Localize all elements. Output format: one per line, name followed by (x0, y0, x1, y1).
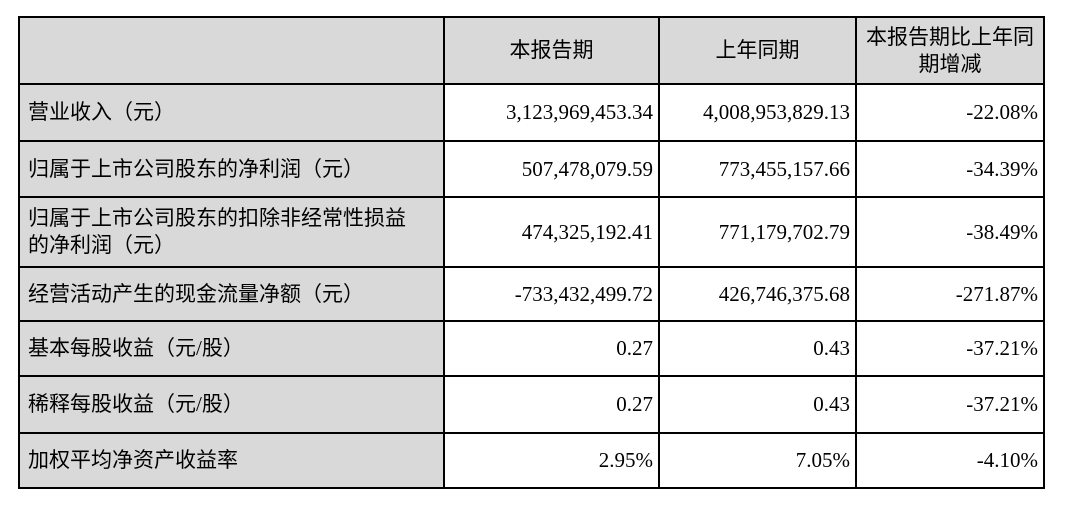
table-header-row: 本报告期 上年同期 本报告期比上年同期增减 (18, 16, 1045, 85)
table-row-diluted-eps: 稀释每股收益（元/股） 0.27 0.43 -37.21% (18, 375, 1045, 434)
header-change-yoy: 本报告期比上年同期增减 (855, 16, 1045, 85)
header-current-period: 本报告期 (443, 16, 660, 85)
table-row-basic-eps: 基本每股收益（元/股） 0.27 0.43 -37.21% (18, 320, 1045, 377)
row-diluted-eps-prior: 0.43 (658, 375, 857, 434)
row-net-profit-label: 归属于上市公司股东的净利润（元） (18, 140, 445, 198)
row-net-profit-change: -34.39% (855, 140, 1045, 198)
row-diluted-eps-change: -37.21% (855, 375, 1045, 434)
row-operating-cash-flow-current: -733,432,499.72 (443, 266, 660, 322)
row-deducted-net-profit-prior: 771,179,702.79 (658, 196, 857, 268)
table-row-deducted-net-profit: 归属于上市公司股东的扣除非经常性损益的净利润（元） 474,325,192.41… (18, 196, 1045, 268)
header-empty-cell (18, 16, 445, 85)
row-weighted-avg-roe-label: 加权平均净资产收益率 (18, 432, 445, 489)
row-deducted-net-profit-label: 归属于上市公司股东的扣除非经常性损益的净利润（元） (18, 196, 445, 268)
row-basic-eps-current: 0.27 (443, 320, 660, 377)
table-row-operating-cash-flow: 经营活动产生的现金流量净额（元） -733,432,499.72 426,746… (18, 266, 1045, 322)
row-revenue-change: -22.08% (855, 83, 1045, 142)
row-operating-cash-flow-label: 经营活动产生的现金流量净额（元） (18, 266, 445, 322)
row-deducted-net-profit-current: 474,325,192.41 (443, 196, 660, 268)
row-revenue-prior: 4,008,953,829.13 (658, 83, 857, 142)
row-revenue-current: 3,123,969,453.34 (443, 83, 660, 142)
row-weighted-avg-roe-prior: 7.05% (658, 432, 857, 489)
row-weighted-avg-roe-change: -4.10% (855, 432, 1045, 489)
table-row-revenue: 营业收入（元） 3,123,969,453.34 4,008,953,829.1… (18, 83, 1045, 142)
row-diluted-eps-current: 0.27 (443, 375, 660, 434)
row-basic-eps-prior: 0.43 (658, 320, 857, 377)
row-net-profit-current: 507,478,079.59 (443, 140, 660, 198)
row-weighted-avg-roe-current: 2.95% (443, 432, 660, 489)
row-basic-eps-label: 基本每股收益（元/股） (18, 320, 445, 377)
financial-summary-table: 本报告期 上年同期 本报告期比上年同期增减 营业收入（元） 3,123,969,… (18, 16, 1045, 489)
row-operating-cash-flow-prior: 426,746,375.68 (658, 266, 857, 322)
row-diluted-eps-label: 稀释每股收益（元/股） (18, 375, 445, 434)
row-operating-cash-flow-change: -271.87% (855, 266, 1045, 322)
row-basic-eps-change: -37.21% (855, 320, 1045, 377)
row-deducted-net-profit-change: -38.49% (855, 196, 1045, 268)
row-revenue-label: 营业收入（元） (18, 83, 445, 142)
table-row-net-profit: 归属于上市公司股东的净利润（元） 507,478,079.59 773,455,… (18, 140, 1045, 198)
table-row-weighted-avg-roe: 加权平均净资产收益率 2.95% 7.05% -4.10% (18, 432, 1045, 489)
header-prior-period: 上年同期 (658, 16, 857, 85)
row-net-profit-prior: 773,455,157.66 (658, 140, 857, 198)
